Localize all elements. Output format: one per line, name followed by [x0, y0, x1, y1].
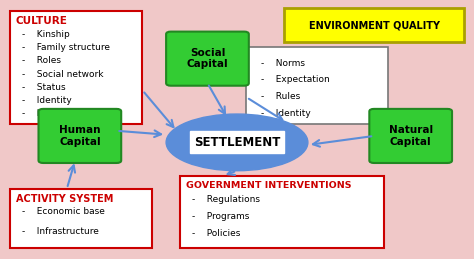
Text: -    Social network: - Social network	[22, 69, 103, 78]
Text: SETTLEMENT: SETTLEMENT	[194, 136, 280, 149]
Text: -    Identity: - Identity	[22, 96, 72, 105]
Text: -    Norms: - Norms	[261, 59, 305, 68]
Text: -    Regulations: - Regulations	[192, 195, 260, 204]
Text: GOVERNMENT INTERVENTIONS: GOVERNMENT INTERVENTIONS	[186, 181, 351, 190]
Text: ENVIRONMENT QUALITY: ENVIRONMENT QUALITY	[309, 20, 439, 30]
Text: -    Family structure: - Family structure	[22, 44, 110, 52]
FancyBboxPatch shape	[10, 11, 143, 124]
Text: Human
Capital: Human Capital	[59, 125, 100, 147]
FancyBboxPatch shape	[190, 131, 284, 153]
Text: -    Institutions: - Institutions	[22, 109, 88, 118]
FancyBboxPatch shape	[38, 109, 121, 163]
Ellipse shape	[166, 114, 308, 171]
Text: -    Kinship: - Kinship	[22, 30, 70, 39]
Text: Social
Capital: Social Capital	[187, 48, 228, 69]
Text: ACTIVITY SYSTEM: ACTIVITY SYSTEM	[16, 194, 113, 204]
FancyBboxPatch shape	[180, 176, 383, 248]
Text: -    Identity: - Identity	[261, 109, 310, 118]
FancyBboxPatch shape	[166, 32, 249, 86]
Text: -    Roles: - Roles	[22, 56, 61, 66]
FancyBboxPatch shape	[284, 9, 464, 42]
Text: -    Rules: - Rules	[261, 92, 300, 101]
Text: -    Programs: - Programs	[192, 212, 249, 221]
Text: -    Status: - Status	[22, 83, 65, 92]
Text: -    Expectation: - Expectation	[261, 75, 329, 84]
FancyBboxPatch shape	[10, 189, 152, 248]
Text: -    Infrastructure: - Infrastructure	[22, 227, 99, 236]
FancyBboxPatch shape	[246, 47, 388, 124]
FancyBboxPatch shape	[369, 109, 452, 163]
Text: -    Economic base: - Economic base	[22, 207, 105, 216]
Text: Natural
Capital: Natural Capital	[389, 125, 433, 147]
Text: CULTURE: CULTURE	[16, 16, 68, 26]
Text: -    Policies: - Policies	[192, 229, 240, 238]
